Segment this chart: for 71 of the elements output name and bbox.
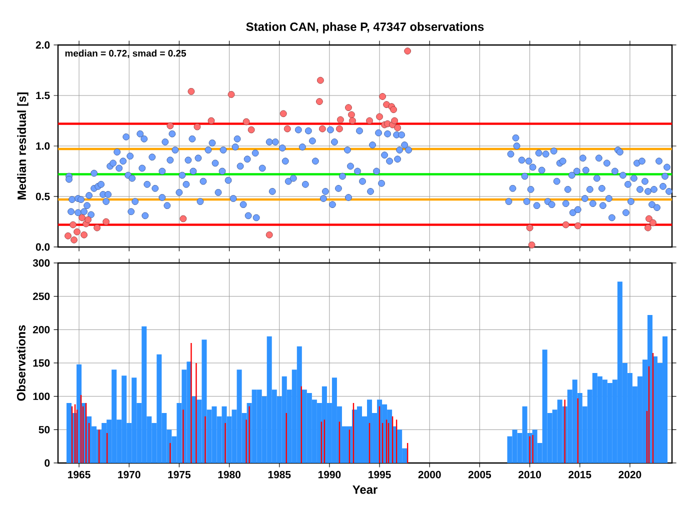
y-tick-label: 0.5	[36, 192, 50, 200]
point	[366, 117, 373, 124]
y-tick-label: 250	[32, 292, 50, 300]
point	[379, 93, 386, 100]
point	[528, 242, 536, 248]
point	[562, 221, 570, 228]
x-tick-label: 1980	[218, 470, 240, 478]
point	[394, 124, 402, 132]
point	[404, 48, 412, 54]
point	[316, 98, 323, 105]
point	[526, 224, 534, 232]
x-tick-label: 1990	[318, 470, 341, 478]
x-tick-label: 1970	[118, 470, 140, 478]
point	[208, 117, 215, 124]
point	[166, 122, 174, 130]
x-tick-label: 2005	[468, 470, 492, 478]
point	[180, 215, 187, 222]
point	[102, 218, 110, 226]
point	[242, 118, 250, 126]
point	[84, 216, 92, 224]
x-tick-label: 1985	[268, 470, 291, 478]
y-tick-label: 1.0	[36, 142, 50, 150]
point	[64, 232, 72, 240]
y-tick-label: 50	[38, 426, 50, 434]
x-tick-label: 2010	[518, 470, 541, 478]
chart-title: Station CAN, phase P, 47347 observations	[246, 22, 484, 34]
x-tick-label: 2020	[618, 470, 642, 478]
point	[284, 125, 291, 132]
point	[650, 219, 656, 226]
y-tick-label: 0	[44, 459, 50, 467]
point	[391, 117, 398, 124]
x-tick-label: 1995	[368, 470, 391, 478]
point	[336, 125, 343, 132]
y-tick-label: 200	[32, 326, 50, 334]
point	[574, 222, 582, 230]
point	[644, 224, 652, 232]
point	[390, 106, 398, 114]
y-tick-label: 2.0	[36, 41, 50, 49]
x-tick-label: 2015	[568, 470, 592, 478]
point	[70, 221, 76, 228]
point	[266, 231, 273, 238]
x-tick-label: 2000	[418, 470, 441, 478]
point	[280, 110, 287, 118]
x-tick-label: 1965	[68, 470, 90, 478]
y-tick-label: 150	[33, 359, 50, 367]
point	[70, 236, 78, 244]
y-tick-label: 100	[33, 392, 50, 400]
point	[78, 214, 86, 222]
point	[194, 123, 201, 130]
y-tick-label: 1.5	[36, 92, 50, 100]
point	[74, 228, 80, 236]
y-tick-label: 0.0	[36, 243, 50, 251]
point	[80, 231, 88, 238]
point	[345, 104, 352, 112]
point	[188, 88, 195, 95]
point	[316, 76, 324, 84]
x-tick-label: 1975	[168, 470, 191, 478]
point	[349, 117, 356, 124]
point	[94, 224, 101, 232]
annotation: median = 0.72, smad = 0.25	[65, 50, 186, 58]
point	[318, 125, 326, 132]
y-axis-title: Observations	[16, 325, 26, 401]
point	[228, 91, 235, 98]
point	[337, 116, 344, 124]
y-axis-title: Median residual [s]	[17, 92, 28, 200]
point	[248, 126, 255, 134]
point	[646, 215, 652, 222]
x-axis-title: Year	[352, 486, 378, 494]
point	[348, 111, 355, 118]
y-tick-label: 300	[32, 259, 50, 267]
point	[376, 113, 383, 120]
